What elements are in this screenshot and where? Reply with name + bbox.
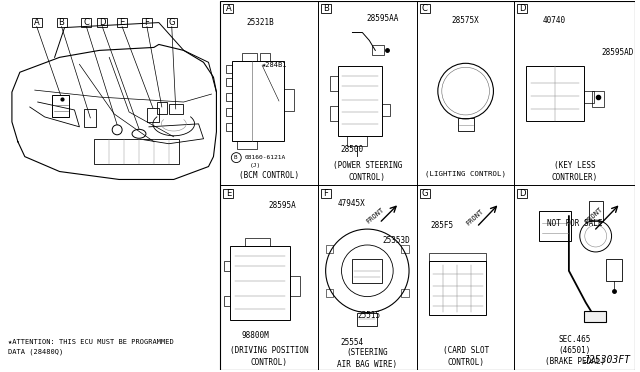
Bar — [321, 4, 331, 13]
Text: ★ATTENTION: THIS ECU MUST BE PROGRAMMED: ★ATTENTION: THIS ECU MUST BE PROGRAMMED — [8, 339, 173, 345]
Text: G: G — [168, 18, 175, 27]
Bar — [605, 259, 621, 281]
Bar — [353, 259, 382, 283]
Bar — [290, 276, 300, 296]
Text: 28595AA: 28595AA — [366, 14, 399, 23]
Bar — [94, 139, 179, 164]
Text: F: F — [323, 189, 328, 198]
Text: 08160-6121A: 08160-6121A — [244, 155, 285, 160]
Text: SEC.465
(46501)
(BRAKE PEDAL): SEC.465 (46501) (BRAKE PEDAL) — [545, 335, 605, 366]
Text: B: B — [234, 155, 237, 160]
Text: (POWER STEERING
CONTROL): (POWER STEERING CONTROL) — [333, 161, 402, 182]
Bar — [539, 211, 571, 241]
Text: 25554: 25554 — [341, 338, 364, 347]
Bar — [52, 95, 70, 117]
Bar — [56, 18, 67, 27]
Bar — [284, 89, 294, 111]
Bar — [227, 123, 232, 131]
Text: FRONT: FRONT — [584, 206, 604, 225]
Text: (J): (J) — [250, 163, 262, 168]
Bar — [227, 93, 232, 101]
Text: 285F5: 285F5 — [430, 221, 453, 230]
Text: D: D — [519, 189, 525, 198]
Bar — [429, 261, 486, 315]
Text: E: E — [226, 189, 231, 198]
Text: A: A — [34, 18, 40, 27]
Bar — [32, 18, 42, 27]
Bar — [330, 106, 337, 121]
Text: (DRIVING POSITION
CONTROL): (DRIVING POSITION CONTROL) — [230, 346, 308, 366]
Text: ★284B1: ★284B1 — [262, 62, 287, 68]
Text: A: A — [225, 4, 231, 13]
Text: (STEERING
AIR BAG WIRE): (STEERING AIR BAG WIRE) — [337, 348, 397, 369]
Text: 40740: 40740 — [543, 16, 566, 25]
Bar — [526, 66, 584, 121]
Bar — [260, 53, 270, 61]
Text: 25353D: 25353D — [382, 235, 410, 244]
Bar — [147, 108, 159, 122]
Bar — [157, 102, 167, 114]
Text: (LIGHTING CONTROL): (LIGHTING CONTROL) — [425, 170, 506, 177]
Bar — [223, 189, 234, 198]
Bar — [245, 238, 270, 246]
Bar — [117, 18, 127, 27]
Bar — [81, 18, 92, 27]
Text: 28595AD: 28595AD — [602, 48, 634, 57]
Bar — [592, 91, 604, 107]
Text: J25303FT: J25303FT — [584, 355, 630, 365]
Text: (CARD SLOT
CONTROL): (CARD SLOT CONTROL) — [442, 346, 489, 366]
Bar — [321, 189, 331, 198]
Bar — [401, 289, 409, 296]
Text: 28500: 28500 — [341, 145, 364, 154]
Text: 25321B: 25321B — [246, 18, 274, 27]
Text: 28575X: 28575X — [452, 16, 479, 25]
Bar — [326, 245, 333, 253]
Bar — [227, 108, 232, 116]
Text: 98800M: 98800M — [241, 331, 269, 340]
Text: FRONT: FRONT — [365, 206, 385, 224]
Bar — [230, 246, 290, 320]
Text: 25515: 25515 — [357, 311, 381, 320]
Text: (BCM CONTROL): (BCM CONTROL) — [239, 171, 299, 180]
Bar — [167, 18, 177, 27]
Bar — [429, 253, 486, 261]
Bar — [84, 109, 96, 127]
Text: NOT FOR SALE: NOT FOR SALE — [547, 219, 603, 228]
Text: C: C — [83, 18, 90, 27]
Bar — [458, 118, 474, 131]
Bar — [326, 289, 333, 296]
Bar — [517, 4, 527, 13]
Text: 47945X: 47945X — [337, 199, 365, 208]
Bar — [225, 296, 230, 305]
Bar — [337, 66, 382, 136]
Text: (KEY LESS
CONTROLER): (KEY LESS CONTROLER) — [552, 161, 598, 182]
Text: D: D — [99, 18, 106, 27]
Text: G: G — [422, 189, 428, 198]
Bar — [348, 136, 367, 146]
Bar — [169, 104, 182, 114]
Bar — [243, 53, 257, 61]
Bar — [142, 18, 152, 27]
Bar — [420, 4, 430, 13]
Bar — [225, 261, 230, 271]
Text: F: F — [145, 18, 149, 27]
Bar — [517, 189, 527, 198]
Bar — [420, 189, 430, 198]
Text: B: B — [59, 18, 65, 27]
Bar — [232, 61, 284, 141]
Bar — [330, 76, 337, 91]
Bar — [97, 18, 108, 27]
Bar — [357, 312, 377, 326]
Text: 28595A: 28595A — [268, 201, 296, 210]
Text: FRONT: FRONT — [465, 208, 484, 227]
Bar — [223, 4, 234, 13]
Bar — [584, 91, 594, 103]
Bar — [227, 78, 232, 86]
Bar — [372, 45, 384, 55]
Bar — [589, 201, 603, 221]
Text: C: C — [422, 4, 428, 13]
Bar — [401, 245, 409, 253]
Bar — [584, 311, 605, 323]
Text: E: E — [120, 18, 125, 27]
Text: DATA (28480Q): DATA (28480Q) — [8, 349, 63, 356]
